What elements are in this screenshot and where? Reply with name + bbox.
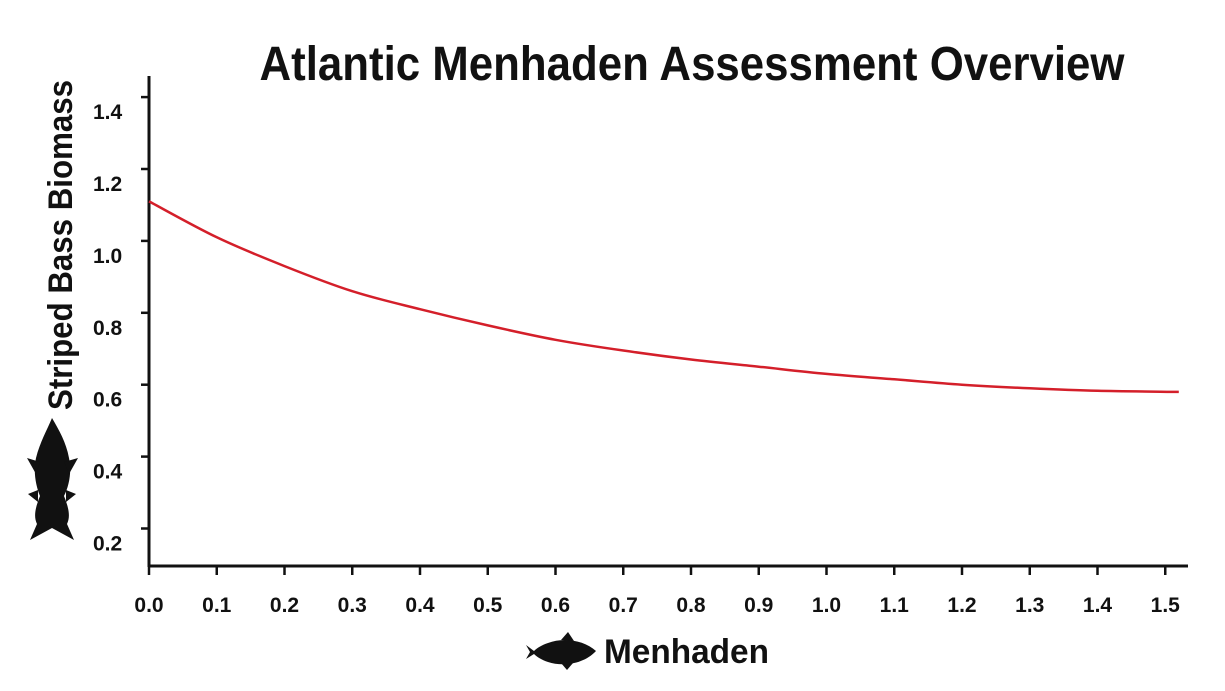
x-ticks: 0.0 0.1 0.2 0.3 0.4 0.5 0.6 0.7 0.8 0.9 1.0 1.1 1.2 1…	[134, 566, 1180, 617]
y-tick-label: 1.0	[93, 245, 122, 268]
x-tick-label: 0.1	[202, 594, 232, 617]
y-axis-title: Striped Bass Biomass	[42, 80, 80, 410]
x-tick-label: 1.3	[1015, 594, 1044, 617]
x-tick-label: 0.9	[744, 594, 773, 617]
y-tick-label: 0.2	[93, 533, 122, 556]
y-tick-label: 1.4	[93, 101, 123, 124]
x-tick-label: 0.2	[270, 594, 299, 617]
x-axis-title: Menhaden	[604, 633, 769, 671]
y-axis-title-group: Striped Bass Biomass	[42, 80, 80, 410]
x-tick-label: 0.6	[541, 594, 570, 617]
x-tick-label: 0.4	[405, 594, 435, 617]
chart-title: Atlantic Menhaden Assessment Overview	[260, 38, 1126, 91]
x-tick-label: 1.5	[1151, 594, 1181, 617]
x-tick-label: 0.8	[676, 594, 706, 617]
x-tick-label: 1.4	[1083, 594, 1113, 617]
striped-bass-fish-icon	[27, 418, 78, 540]
x-tick-label: 1.0	[812, 594, 841, 617]
y-tick-label: 0.6	[93, 389, 122, 412]
y-tick-label: 0.4	[93, 461, 123, 484]
x-tick-label: 0.0	[134, 594, 163, 617]
y-tick-label: 1.2	[93, 173, 122, 196]
x-tick-label: 0.3	[338, 594, 367, 617]
y-ticks: 0.2 0.4 0.6 0.8 1.0 1.2 1.4	[93, 95, 149, 556]
x-tick-label: 1.1	[880, 594, 910, 617]
x-tick-label: 0.7	[609, 594, 638, 617]
y-tick-label: 0.8	[93, 317, 123, 340]
x-tick-label: 0.5	[473, 594, 503, 617]
menhaden-fish-icon	[526, 632, 596, 670]
series-group	[148, 200, 1179, 394]
series-line-0	[148, 200, 1179, 394]
x-tick-label: 1.2	[947, 594, 976, 617]
